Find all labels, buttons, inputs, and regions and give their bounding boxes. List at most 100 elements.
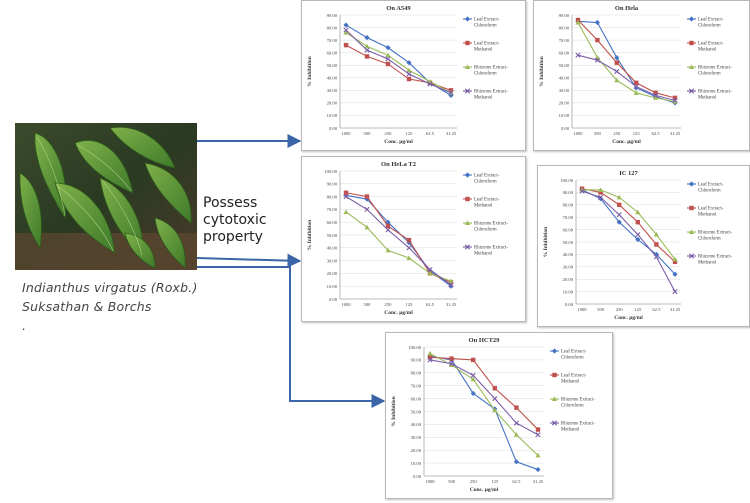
- data-point: [614, 77, 620, 83]
- data-point: [385, 247, 391, 253]
- y-tick-label: 40.00: [563, 252, 574, 257]
- data-point: [672, 99, 678, 104]
- legend-marker: [688, 229, 695, 234]
- legend-label: Leaf Extract-Methanol: [474, 198, 500, 209]
- x-tick-label: 125: [491, 479, 499, 484]
- chart-title: IC 127: [619, 170, 638, 177]
- legend-marker: [465, 196, 470, 202]
- data-point: [385, 52, 391, 58]
- y-tick-label: 20.00: [563, 277, 574, 282]
- legend-label: Leaf Extract-Methanol: [561, 374, 587, 385]
- data-point: [616, 194, 622, 200]
- legend-label: Rhizome Extract-Methanol: [474, 90, 508, 101]
- data-point: [364, 196, 370, 202]
- x-tick-label: 125: [633, 131, 641, 136]
- y-tick-label: 60.00: [411, 396, 422, 401]
- x-tick-label: 500: [594, 131, 602, 136]
- legend-label: Rhizome Extract-Methanol: [474, 246, 508, 257]
- legend-label: Rhizome Extract-Chloroform: [698, 231, 732, 242]
- y-tick-label: 10.00: [563, 289, 574, 294]
- y-tick-label: 0.00: [329, 297, 338, 302]
- x-tick-label: 1000: [341, 131, 351, 136]
- data-point: [343, 27, 349, 33]
- series-4: [343, 27, 454, 96]
- data-point: [535, 432, 541, 438]
- series-line: [581, 190, 676, 292]
- y-tick-label: 10.00: [411, 461, 422, 466]
- legend-label: Leaf Extract-Methanol: [698, 207, 724, 218]
- y-tick-label: 80.00: [559, 25, 570, 30]
- legend-marker: [688, 181, 695, 187]
- y-tick-label: 10.00: [559, 113, 570, 118]
- y-axis-label: % Inhibition: [307, 220, 313, 250]
- y-tick-label: 70.00: [559, 38, 570, 43]
- legend-marker: [464, 88, 471, 94]
- legend-marker: [551, 420, 558, 426]
- y-tick-label: 80.00: [327, 25, 338, 30]
- x-tick-label: 250: [385, 131, 393, 136]
- x-axis-label: Conc. µg/ml: [612, 139, 641, 145]
- series-line: [345, 24, 452, 96]
- data-point: [385, 45, 391, 51]
- property-label-line3: property: [203, 229, 263, 245]
- data-point: [364, 43, 370, 49]
- arrow-to-helat2: [196, 253, 302, 268]
- chart-ic127: IC 127 0.00 10.00 20.00 30.00 40.00 50.00 60.00…: [543, 170, 732, 321]
- data-point: [579, 188, 585, 194]
- data-point: [492, 396, 498, 402]
- plant-name-line1: Indianthus virgatus (Roxb.): [22, 280, 198, 295]
- data-point: [579, 187, 585, 192]
- data-point: [635, 209, 641, 215]
- x-tick-label: 31.25: [533, 479, 544, 484]
- y-tick-label: 50.00: [327, 233, 338, 238]
- legend-marker: [464, 172, 471, 178]
- series-line: [429, 352, 539, 456]
- data-point: [448, 90, 454, 96]
- data-point: [427, 357, 433, 363]
- data-point: [672, 256, 678, 262]
- chart-hela: On Hela 0.00 10.00 20.00 30.00 40.00 50.00 60.0…: [539, 5, 732, 145]
- data-point: [614, 68, 620, 75]
- data-point: [427, 81, 433, 87]
- y-tick-label: 50.00: [327, 63, 338, 68]
- data-point: [364, 194, 370, 199]
- series-4: [575, 52, 678, 103]
- data-point: [449, 362, 455, 368]
- data-point: [448, 278, 454, 284]
- data-point: [616, 212, 622, 218]
- plant-name-line2: Suksathan & Borchs: [22, 299, 152, 314]
- data-point: [616, 219, 622, 225]
- data-point: [633, 83, 639, 90]
- y-tick-label: 90.00: [559, 13, 570, 18]
- data-point: [385, 61, 391, 67]
- legend-label: Leaf Extract-Chloroform: [474, 174, 500, 185]
- chart-title: On HeLa T2: [381, 161, 416, 168]
- series-line: [577, 20, 676, 104]
- x-tick-label: 1000: [425, 479, 435, 484]
- data-point: [364, 54, 370, 59]
- data-point: [535, 452, 541, 458]
- property-label-line1: Possess: [203, 195, 258, 211]
- series-line: [345, 29, 452, 94]
- data-point: [513, 420, 519, 426]
- data-point: [513, 459, 519, 465]
- data-point: [385, 56, 391, 62]
- series-line: [345, 211, 452, 282]
- y-tick-label: 60.00: [327, 220, 338, 225]
- data-point: [635, 231, 641, 238]
- plant-name-line3: .: [22, 318, 27, 333]
- data-point: [672, 289, 678, 295]
- data-point: [594, 19, 600, 26]
- data-point: [492, 386, 497, 391]
- data-point: [364, 224, 370, 230]
- x-tick-label: 250: [470, 479, 478, 484]
- series-line: [577, 54, 676, 101]
- x-tick-label: 31.25: [670, 131, 681, 136]
- data-point: [343, 209, 349, 214]
- data-point: [470, 376, 476, 382]
- x-axis-label: Conc. µg/ml: [614, 315, 643, 321]
- y-tick-label: 30.00: [411, 435, 422, 440]
- series-line: [577, 19, 676, 99]
- data-point: [364, 47, 370, 53]
